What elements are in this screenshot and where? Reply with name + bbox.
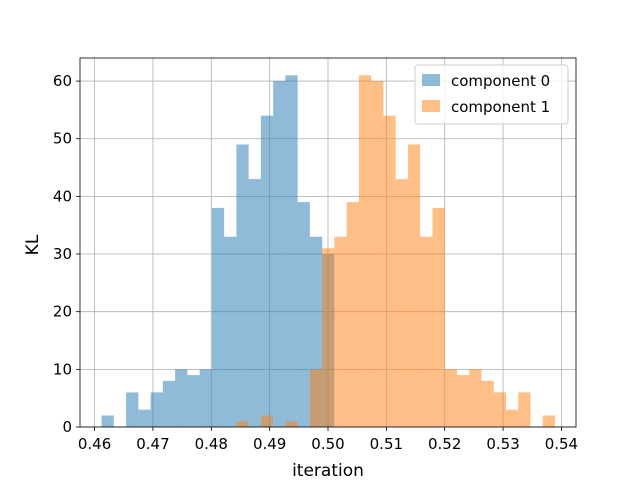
histogram-bar-series-0	[248, 179, 261, 427]
histogram-bar-series-1	[518, 392, 531, 427]
histogram-bar-series-0	[199, 369, 212, 427]
histogram-bar-series-0	[211, 207, 225, 427]
histogram-bar-series-1	[285, 421, 298, 427]
histogram-bar-series-1	[407, 144, 421, 427]
y-tick-label: 40	[53, 187, 72, 205]
histogram-bar-series-0	[126, 392, 139, 427]
y-tick-label: 10	[53, 360, 72, 378]
histogram-bar-series-0	[175, 369, 188, 427]
x-tick-label: 0.50	[311, 435, 344, 453]
histogram-bars	[101, 75, 555, 427]
x-tick-label: 0.47	[136, 435, 169, 453]
histogram-bar-series-1	[260, 415, 274, 427]
histogram-bar-series-1	[469, 369, 482, 427]
x-tick-label: 0.46	[78, 435, 111, 453]
legend: component 0 component 1	[414, 64, 569, 125]
x-axis-label: iteration	[292, 461, 364, 480]
histogram-bar-series-0	[297, 202, 310, 427]
histogram-bar-series-0	[260, 115, 274, 427]
y-tick-label: 60	[53, 72, 72, 90]
histogram-bar-series-0	[138, 409, 151, 427]
legend-swatch	[422, 100, 440, 112]
x-tick-label: 0.53	[486, 435, 519, 453]
histogram-bar-series-0	[273, 81, 286, 427]
histogram-bar-series-0	[162, 380, 176, 427]
histogram-bar-series-1	[456, 375, 470, 427]
x-tick-label: 0.54	[545, 435, 578, 453]
y-tick-label: 0	[62, 418, 72, 436]
legend-label: component 0	[451, 72, 550, 90]
y-tick-label: 20	[53, 303, 72, 321]
legend-box	[414, 64, 569, 125]
y-tick-label: 50	[53, 130, 72, 148]
histogram-bar-series-1	[444, 369, 457, 427]
histogram-bar-series-1	[420, 236, 433, 427]
histogram-bar-series-1	[346, 202, 359, 427]
histogram-bar-series-1	[505, 409, 519, 427]
histogram-bar-series-1	[493, 392, 506, 427]
histogram-bar-series-1	[542, 415, 555, 427]
histogram-bar-series-0	[285, 75, 298, 427]
histogram-bar-series-1	[383, 115, 396, 427]
x-tick-label: 0.52	[428, 435, 461, 453]
histogram-bar-series-0	[236, 144, 249, 427]
y-axis-label: KL	[23, 234, 43, 255]
legend-label: component 1	[451, 98, 550, 116]
x-tick-label: 0.51	[370, 435, 403, 453]
histogram-bar-series-1	[334, 236, 347, 427]
histogram-bar-series-0	[224, 236, 237, 427]
x-tick-label: 0.48	[195, 435, 228, 453]
histogram-bar-series-0	[101, 415, 114, 427]
histogram-bar-series-1	[309, 369, 323, 427]
histogram-bar-series-1	[432, 207, 445, 427]
histogram-bar-series-1	[481, 380, 494, 427]
histogram-bar-series-1	[371, 81, 384, 427]
axis-ticks: 0.46 0.47 0.48 0.49 0.50 0.51 0.52 0.53 0.54 0 10 2…	[53, 72, 578, 453]
histogram-bar-series-1	[395, 179, 408, 427]
legend-swatch	[422, 74, 440, 86]
y-tick-label: 30	[53, 245, 72, 263]
histogram-bar-series-1	[322, 248, 335, 427]
histogram-bar-series-1	[236, 421, 249, 427]
histogram-bar-series-0	[150, 392, 163, 427]
histogram-bar-series-0	[187, 375, 200, 427]
x-tick-label: 0.49	[253, 435, 286, 453]
histogram-bar-series-1	[358, 75, 372, 427]
